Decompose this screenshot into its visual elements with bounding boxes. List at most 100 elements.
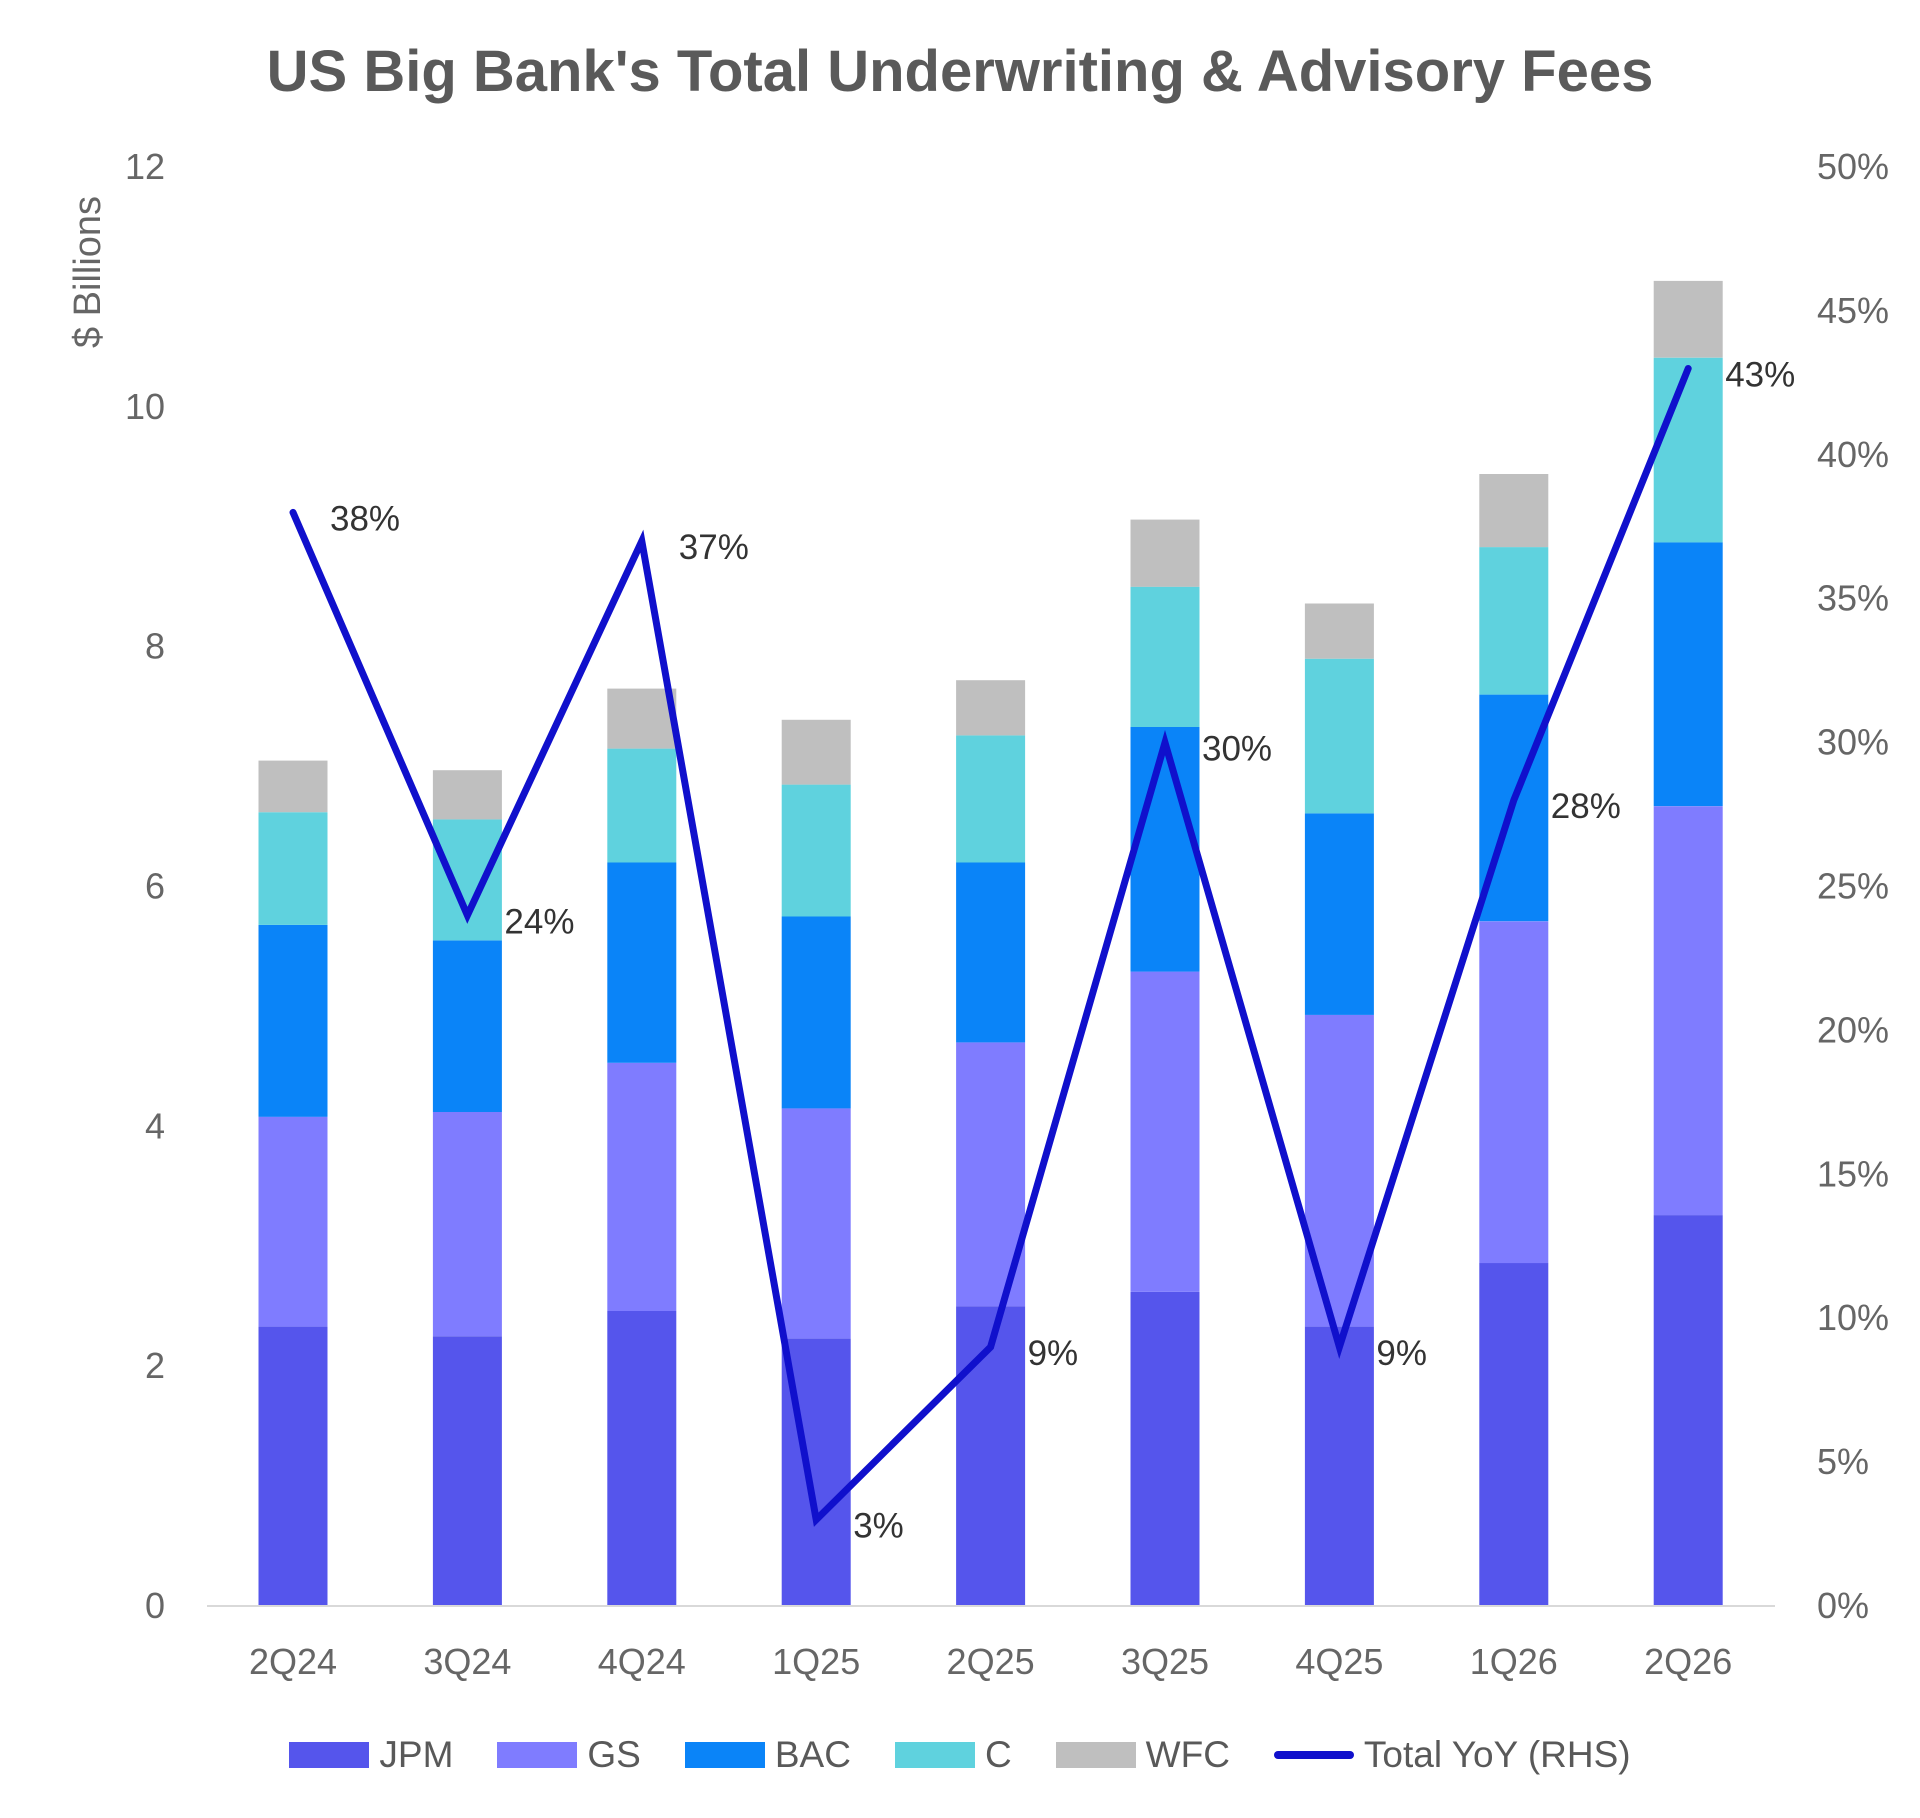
legend-label: BAC: [774, 1734, 851, 1775]
yoy-data-label: 28%: [1551, 787, 1621, 826]
bar-bac-2q24: [258, 924, 328, 1117]
y2-tick-label: 10%: [1817, 1297, 1889, 1338]
bar-bac-1q25: [781, 916, 851, 1109]
legend-item-jpm: JPM: [289, 1734, 453, 1776]
legend-label: C: [984, 1734, 1012, 1775]
bar-gs-2q24: [258, 1116, 328, 1327]
legend-swatch: [684, 1742, 765, 1768]
y-axis-ticks: 0 2 4 6 8 10 12: [125, 146, 165, 1626]
bar-gs-1q26: [1479, 921, 1549, 1264]
yoy-data-label: 38%: [330, 499, 400, 538]
bar-wfc-2q26: [1653, 280, 1723, 358]
bar-c-1q25: [781, 784, 851, 917]
x-tick-label: 3Q25: [1121, 1641, 1209, 1682]
y-tick-label: 12: [125, 146, 165, 187]
bar-jpm-2q26: [1653, 1215, 1723, 1606]
legend-label: Total YoY (RHS): [1363, 1734, 1631, 1775]
legend-item-bac: BAC: [684, 1734, 851, 1776]
y-axis-label: $ Billions: [67, 196, 109, 348]
yoy-data-label: 43%: [1725, 356, 1795, 395]
bar-c-2q24: [258, 812, 328, 925]
bar-bac-3q24: [432, 940, 502, 1112]
y-tick-label: 0: [145, 1585, 165, 1626]
y2-tick-label: 25%: [1817, 866, 1889, 907]
bar-gs-4q24: [607, 1062, 677, 1311]
yoy-data-label: 9%: [1376, 1334, 1427, 1373]
legend-swatch: [894, 1742, 975, 1768]
legend-label: JPM: [379, 1734, 454, 1775]
chart-title: US Big Bank's Total Underwriting & Advis…: [266, 39, 1654, 104]
yoy-line-group: [289, 365, 1692, 1527]
y-tick-label: 6: [145, 866, 165, 907]
bar-bac-2q25: [956, 862, 1026, 1043]
bar-jpm-4q24: [607, 1311, 677, 1606]
x-tick-label: 2Q25: [947, 1641, 1035, 1682]
y2-tick-label: 50%: [1817, 146, 1889, 187]
y-tick-label: 4: [145, 1105, 165, 1146]
bar-jpm-1q26: [1479, 1263, 1549, 1606]
x-axis-ticks: 2Q24 3Q24 4Q24 1Q25 2Q25 3Q25 4Q25 1Q26 2Q26: [249, 1641, 1732, 1682]
bar-jpm-2q25: [956, 1306, 1026, 1606]
bar-wfc-4q25: [1304, 603, 1374, 659]
y-tick-label: 2: [145, 1345, 165, 1386]
bar-bac-2q26: [1653, 542, 1723, 807]
bar-wfc-1q26: [1479, 474, 1549, 548]
legend-item-total-yoy: Total YoY (RHS): [1273, 1734, 1631, 1776]
bar-bac-4q24: [607, 862, 677, 1063]
x-tick-label: 1Q25: [772, 1641, 860, 1682]
bar-bac-3q25: [1130, 727, 1200, 972]
bar-c-2q25: [956, 735, 1026, 863]
y2-tick-label: 0%: [1817, 1585, 1869, 1626]
x-tick-label: 3Q24: [423, 1641, 511, 1682]
bar-c-4q24: [607, 748, 677, 863]
legend-swatch: [1055, 1742, 1136, 1768]
yoy-data-label: 37%: [679, 528, 749, 567]
y2-tick-label: 35%: [1817, 578, 1889, 619]
x-tick-label: 1Q26: [1470, 1641, 1558, 1682]
bar-bac-4q25: [1304, 813, 1374, 1015]
bar-wfc-1q25: [781, 719, 851, 785]
bar-wfc-4q24: [607, 688, 677, 749]
legend-swatch: [289, 1742, 370, 1768]
bar-gs-1q25: [781, 1108, 851, 1339]
bar-gs-3q25: [1130, 971, 1200, 1292]
bar-jpm-4q25: [1304, 1326, 1374, 1606]
bar-c-3q25: [1130, 586, 1200, 727]
bar-gs-2q26: [1653, 806, 1723, 1216]
legend-label: GS: [587, 1734, 641, 1775]
bar-gs-3q24: [432, 1111, 502, 1337]
y-tick-label: 10: [125, 386, 165, 427]
bar-jpm-3q24: [432, 1336, 502, 1606]
legend-item-c: C: [894, 1734, 1012, 1776]
bars-group: [258, 280, 1723, 1606]
x-tick-label: 4Q24: [598, 1641, 686, 1682]
y-tick-label: 8: [145, 626, 165, 667]
yoy-line: [289, 365, 1692, 1527]
y2-tick-label: 5%: [1817, 1441, 1869, 1482]
bar-jpm-2q24: [258, 1326, 328, 1606]
yoy-data-label: 24%: [504, 902, 574, 941]
x-tick-label: 4Q25: [1295, 1641, 1383, 1682]
legend: JPM GS BAC C WFC Total YoY (RHS): [0, 1730, 1920, 1780]
bar-c-2q26: [1653, 357, 1723, 543]
legend-item-gs: GS: [497, 1734, 641, 1776]
bar-c-1q26: [1479, 547, 1549, 695]
bar-jpm-3q25: [1130, 1291, 1200, 1606]
y2-axis-ticks: 0% 5% 10% 15% 20% 25% 30% 35% 40% 45% 50%: [1817, 146, 1889, 1626]
bar-wfc-2q25: [956, 680, 1026, 736]
yoy-data-label: 30%: [1202, 730, 1272, 769]
x-tick-label: 2Q24: [249, 1641, 337, 1682]
y2-tick-label: 15%: [1817, 1153, 1889, 1194]
bar-c-4q25: [1304, 658, 1374, 814]
yoy-data-label: 9%: [1028, 1334, 1079, 1373]
yoy-data-label: 3%: [853, 1507, 904, 1546]
legend-item-wfc: WFC: [1055, 1734, 1230, 1776]
legend-line-swatch: [1273, 1751, 1354, 1759]
bar-wfc-3q25: [1130, 519, 1200, 587]
y2-tick-label: 40%: [1817, 434, 1889, 475]
bar-wfc-3q24: [432, 770, 502, 820]
yoy-data-labels: 38% 24% 37% 3% 9% 30% 9% 28% 43%: [330, 356, 1795, 1546]
x-tick-label: 2Q26: [1644, 1641, 1732, 1682]
y2-tick-label: 45%: [1817, 290, 1889, 331]
